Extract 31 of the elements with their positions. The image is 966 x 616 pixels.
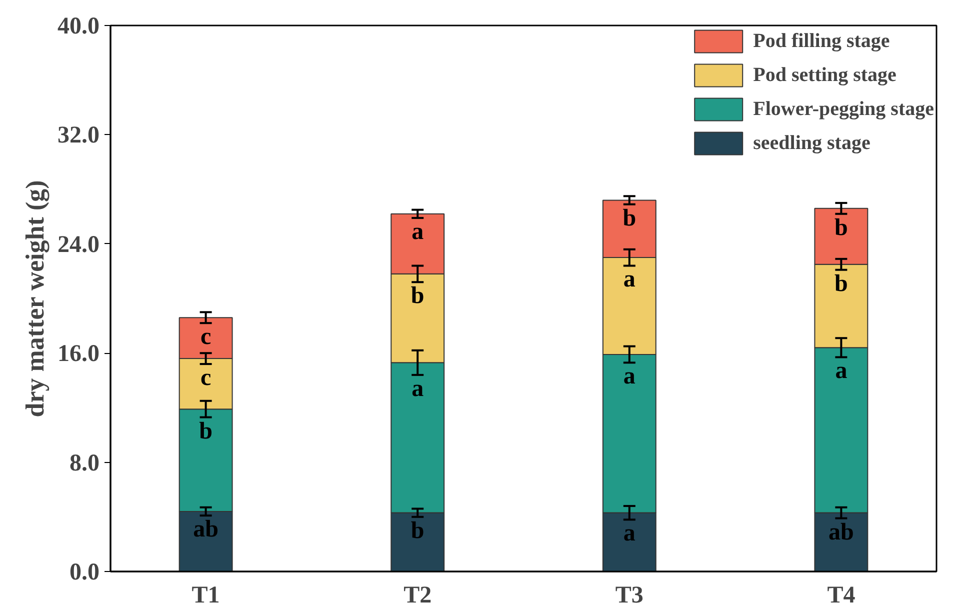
data-label: a [623, 364, 636, 390]
y-tick-label: 8.0 [70, 450, 100, 476]
data-label: a [412, 376, 424, 402]
x-tick-label: T4 [827, 582, 856, 608]
y-tick-label: 40.0 [58, 14, 100, 40]
data-label: b [199, 418, 212, 444]
y-tick-label: 32.0 [58, 122, 100, 149]
legend-label: seedling stage [753, 132, 870, 154]
data-label: b [622, 205, 636, 232]
x-tick-label: T1 [192, 582, 220, 608]
data-label: a [623, 520, 636, 547]
data-label: b [410, 283, 424, 310]
data-label: b [410, 518, 424, 544]
data-label: c [200, 365, 212, 392]
data-label: a [835, 358, 848, 384]
data-label: a [623, 266, 636, 293]
data-label: c [200, 324, 212, 350]
x-tick-label: T3 [615, 582, 644, 608]
legend-label: Pod filling stage [753, 30, 890, 52]
y-tick-label: 24.0 [58, 232, 100, 258]
legend-label: Flower-pegging stage [753, 98, 934, 120]
y-tick-label: 0.0 [70, 560, 100, 586]
data-label: b [834, 270, 848, 297]
data-label: ab [193, 516, 218, 543]
data-label: a [412, 218, 424, 245]
y-tick-label: 16.0 [58, 341, 100, 368]
legend-label: Pod setting stage [753, 64, 896, 86]
data-label: ab [828, 519, 854, 546]
y-axis-title: dry matter weight (g) [20, 180, 50, 418]
x-tick-label: T2 [404, 582, 432, 608]
data-label: b [834, 214, 848, 241]
